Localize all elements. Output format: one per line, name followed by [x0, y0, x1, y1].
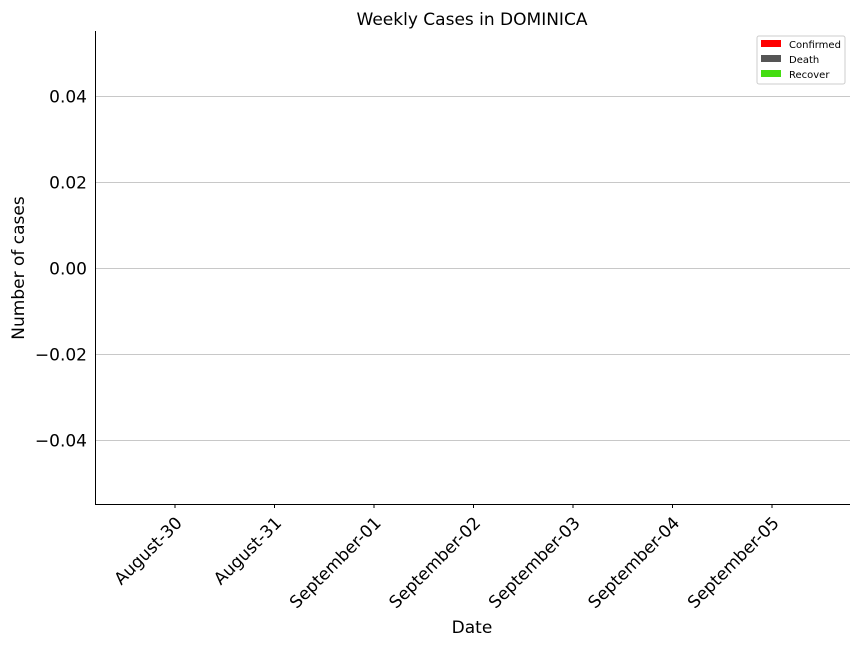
y-axis-label: Number of cases — [9, 196, 29, 340]
x-tick-label: September-03 — [485, 513, 584, 612]
y-tick-label: −0.02 — [35, 346, 87, 366]
grid-lines — [95, 96, 850, 441]
legend-swatch-confirmed — [761, 40, 781, 47]
y-tick-label: 0.04 — [49, 88, 87, 108]
legend-label-recover: Recover — [789, 70, 830, 81]
x-tick-label: September-04 — [585, 513, 684, 612]
chart-title: Weekly Cases in DOMINICA — [357, 10, 588, 30]
x-ticks: August-30 August-31 September-01 September-… — [111, 504, 784, 613]
x-tick-label: September-02 — [386, 513, 485, 612]
legend: Confirmed Death Recover — [756, 35, 846, 85]
legend-label-death: Death — [789, 55, 819, 66]
x-tick-label: August-31 — [210, 513, 286, 589]
y-tick-label: 0.02 — [49, 174, 87, 194]
x-tick-label: September-05 — [684, 513, 783, 612]
legend-label-confirmed: Confirmed — [789, 40, 841, 51]
legend-swatch-death — [761, 55, 781, 62]
x-axis-label: Date — [452, 618, 493, 638]
y-ticks: 0.04 0.02 0.00 −0.02 −0.04 — [35, 88, 87, 452]
x-tick-label: September-01 — [286, 513, 385, 612]
y-tick-label: 0.00 — [49, 260, 87, 280]
x-tick-label: August-30 — [111, 513, 187, 589]
y-tick-label: −0.04 — [35, 432, 87, 452]
legend-swatch-recover — [761, 70, 781, 77]
